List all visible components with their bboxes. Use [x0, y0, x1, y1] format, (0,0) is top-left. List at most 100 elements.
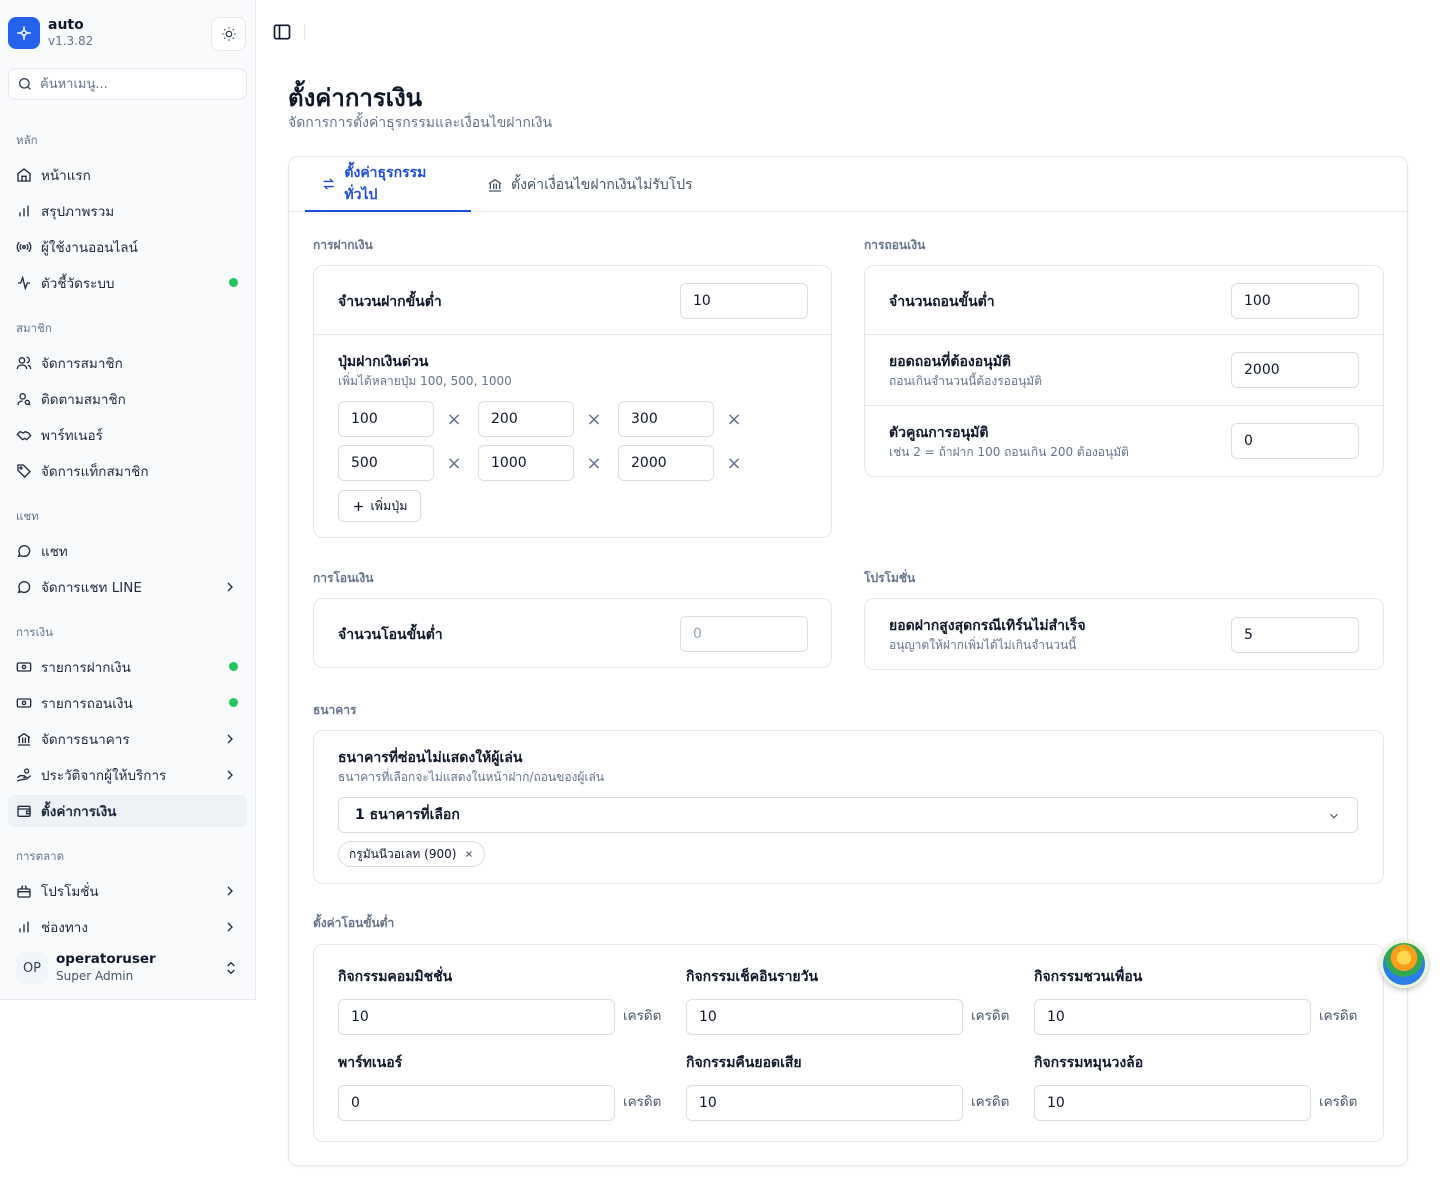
app-logo[interactable] [8, 17, 40, 49]
daily-checkin-min-input[interactable]: 10 [686, 999, 963, 1035]
sidebar-item-channels[interactable]: ช่องทาง [8, 911, 247, 943]
user-menu[interactable]: OP operatoruser Super Admin [8, 946, 247, 990]
quick-amount-input[interactable]: 500 [338, 445, 434, 481]
remove-amount-button[interactable]: × [446, 409, 462, 430]
quick-amount-input[interactable]: 300 [618, 401, 714, 437]
selected-bank-chip: กรูมันนีวอเลท (900) [338, 841, 486, 867]
section-title-deposit: การฝากเงิน [313, 238, 373, 252]
sidebar-item-label: ติดตามสมาชิก [41, 392, 126, 408]
tab-label: ตั้งค่าธุรกรรมทั่วไป [344, 164, 427, 203]
deposit-box: จำนวนฝากขั้นต่ำ 10 ปุ่มฝากเงินด่วน เพิ่ม… [313, 265, 832, 538]
close-icon[interactable] [464, 849, 474, 859]
wheel-spin-min-input[interactable]: 10 [1034, 1085, 1311, 1121]
section-title-withdraw: การถอนเงิน [864, 238, 926, 252]
commission-min-input[interactable]: 10 [338, 999, 615, 1035]
quick-amount-input[interactable]: 1000 [478, 445, 574, 481]
sidebar-item-member-tags[interactable]: จัดการแท็กสมาชิก [8, 455, 247, 487]
sidebar-item-promotions[interactable]: โปรโมชั่น [8, 875, 247, 907]
sidebar-item-finance-settings[interactable]: ตั้งค่าการเงิน [8, 795, 247, 827]
tab-general-transactions[interactable]: ตั้งค่าธุรกรรมทั่วไป [305, 157, 471, 212]
sidebar-item-home[interactable]: หน้าแรก [8, 159, 247, 191]
tab-nonpromo-deposit[interactable]: ตั้งค่าเงื่อนไขฝากเงินไม่รับโปร [471, 157, 709, 212]
status-dot [229, 278, 238, 287]
add-quick-button[interactable]: เพิ่มปุ่ม [338, 490, 421, 522]
home-icon [17, 168, 31, 182]
field-hint: เช่น 2 = ถ้าฝาก 100 ถอนเกิน 200 ต้องอนุม… [889, 445, 1129, 459]
remove-amount-button[interactable]: × [726, 453, 742, 474]
menu-search-input[interactable] [40, 76, 230, 92]
sidebar-item-label: ผู้ใช้งานออนไลน์ [41, 240, 138, 256]
cashback-min-input[interactable]: 10 [686, 1085, 963, 1121]
tab-bar: ตั้งค่าธุรกรรมทั่วไป ตั้งค่าเงื่อนไขฝากเ… [289, 157, 1407, 212]
user-name: operatoruser [56, 951, 156, 967]
quick-amount-input[interactable]: 100 [338, 401, 434, 437]
sidebar-item-deposits[interactable]: รายการฝากเงิน [8, 651, 247, 683]
sidebar-item-line-chat[interactable]: จัดการแชท LINE [8, 571, 247, 603]
user-role: Super Admin [56, 969, 134, 983]
partner-min-input[interactable]: 0 [338, 1085, 615, 1121]
sidebar-item-system-metrics[interactable]: ตัวชี้วัดระบบ [8, 267, 247, 299]
quick-amount-input[interactable]: 200 [478, 401, 574, 437]
close-icon: × [586, 408, 602, 430]
remove-amount-button[interactable]: × [726, 409, 742, 430]
remove-amount-button[interactable]: × [446, 453, 462, 474]
sidebar-item-partners[interactable]: พาร์ทเนอร์ [8, 419, 247, 451]
chevron-right-icon [227, 734, 233, 744]
field-label: ยอดฝากสูงสุดกรณีเทิร์นไม่สำเร็จ [889, 618, 1086, 634]
field-label: จำนวนฝากขั้นต่ำ [338, 294, 442, 310]
sidebar-item-chat[interactable]: แชท [8, 535, 247, 567]
min-transfer-box: กิจกรรมคอมมิชชั่น 10 เครดิต กิจกรรมเช็คอ… [313, 944, 1384, 1142]
withdraw-multiplier-input[interactable]: 0 [1231, 423, 1359, 459]
sidebar-item-label: พาร์ทเนอร์ [41, 428, 103, 444]
transfer-box: จำนวนโอนขั้นต่ำ 0 [313, 598, 832, 668]
withdraw-min-input[interactable]: 100 [1231, 283, 1359, 319]
menu-search[interactable] [8, 68, 247, 100]
deposit-min-input[interactable]: 10 [680, 283, 808, 319]
bank-icon [17, 732, 31, 746]
panel-left-icon [273, 24, 291, 40]
chat-bubble-icon [17, 545, 31, 558]
unit-label: เครดิต [1319, 1008, 1358, 1024]
divider [304, 24, 305, 40]
promotion-max-input[interactable]: 5 [1231, 617, 1359, 653]
money-in-icon [16, 662, 32, 672]
quick-amount-input[interactable]: 2000 [618, 445, 714, 481]
group-label-marketing: การตลาด [16, 849, 65, 863]
wallet-icon [17, 805, 31, 817]
sidebar-item-manage-members[interactable]: จัดการสมาชิก [8, 347, 247, 379]
field-label: ตัวคูณการอนุมัติ [889, 425, 989, 441]
arrows-swap-icon [323, 177, 335, 190]
radio-signal-icon [16, 241, 32, 253]
sidebar-item-banks[interactable]: จัดการธนาคาร [8, 723, 247, 755]
invite-friend-min-input[interactable]: 10 [1034, 999, 1311, 1035]
settings-card: ตั้งค่าธุรกรรมทั่วไป ตั้งค่าเงื่อนไขฝากเ… [288, 156, 1408, 1166]
sidebar-item-online-users[interactable]: ผู้ใช้งานออนไลน์ [8, 231, 247, 263]
transfer-min-input[interactable]: 0 [680, 616, 808, 652]
plus-icon [353, 501, 363, 511]
withdraw-approve-input[interactable]: 2000 [1231, 352, 1359, 388]
sidebar-toggle-button[interactable] [272, 22, 292, 42]
floating-widget-button[interactable] [1380, 940, 1428, 988]
sidebar-item-provider-history[interactable]: ประวัติจากผู้ให้บริการ [8, 759, 247, 791]
sidebar-item-track-members[interactable]: ติดตามสมาชิก [8, 383, 247, 415]
unit-label: เครดิต [623, 1008, 662, 1024]
tag-icon [17, 464, 31, 478]
group-label-members: สมาชิก [16, 321, 52, 335]
bank-icon [488, 178, 502, 192]
chevrons-up-down-icon [227, 961, 235, 975]
field-hint: อนุญาตให้ฝากเพิ่มได้ไม่เกินจำนวนนี้ [889, 638, 1077, 652]
quick-deposit-row: ปุ่มฝากเงินด่วน เพิ่มได้หลายปุ่ม 100, 50… [314, 335, 831, 539]
hidden-banks-select[interactable]: 1 ธนาคารที่เลือก [338, 797, 1358, 833]
sidebar-item-withdrawals[interactable]: รายการถอนเงิน [8, 687, 247, 719]
section-title-promotion: โปรโมชั่น [864, 571, 916, 585]
sidebar-item-label: ตั้งค่าการเงิน [41, 804, 117, 820]
section-title-min-transfer: ตั้งค่าโอนขั้นต่ำ [313, 916, 395, 930]
sidebar-item-label: รายการถอนเงิน [41, 696, 133, 712]
user-search-icon [17, 393, 31, 406]
theme-toggle-button[interactable] [211, 17, 246, 51]
remove-amount-button[interactable]: × [586, 453, 602, 474]
gift-icon [17, 885, 31, 898]
sidebar-item-overview[interactable]: สรุปภาพรวม [8, 195, 247, 227]
section-title-transfer: การโอนเงิน [313, 571, 374, 585]
remove-amount-button[interactable]: × [586, 408, 602, 430]
